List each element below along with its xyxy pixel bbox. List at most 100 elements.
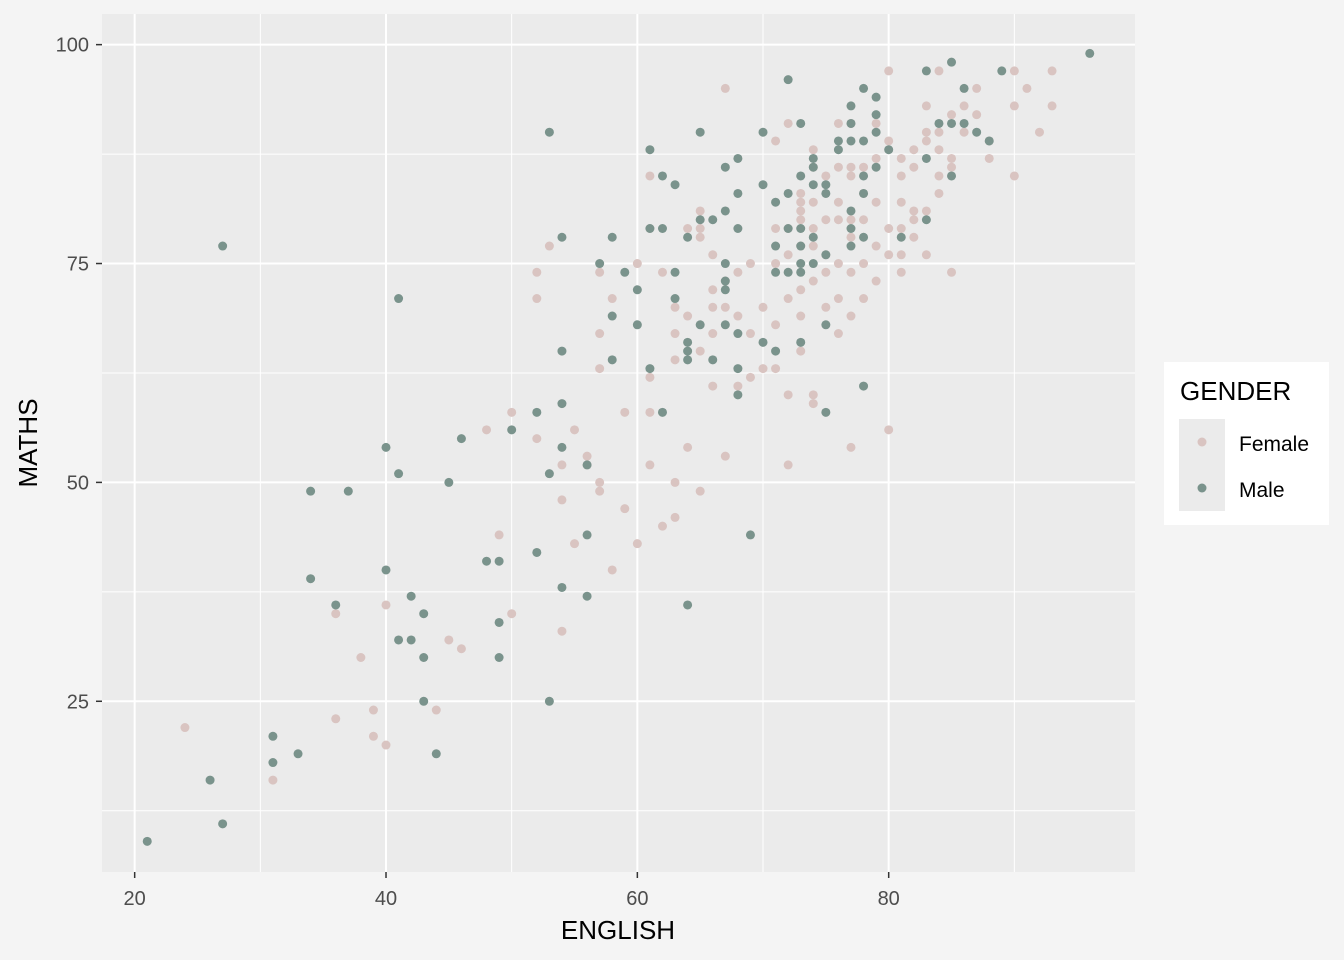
point-female [871,197,881,207]
point-male [557,399,567,409]
point-female [808,399,818,409]
point-female [909,162,919,172]
point-female [1047,101,1057,111]
point-male [683,346,693,356]
point-female [456,644,466,654]
point-female [595,477,605,487]
point-male [947,118,957,128]
point-female [921,250,931,260]
point-female [884,250,894,260]
point-female [494,530,504,540]
point-female [808,241,818,251]
point-male [896,232,906,242]
point-male [783,224,793,233]
point-female [783,294,793,304]
point-male [683,600,693,610]
point-female [570,539,580,549]
data-points [142,48,1095,846]
point-female [683,224,693,233]
point-male [695,320,705,330]
point-female [896,267,906,277]
point-female [921,206,931,216]
point-female [1009,66,1019,76]
point-male [871,92,881,102]
point-female [833,329,843,339]
point-male [947,171,957,181]
point-female [934,66,944,76]
point-male [796,337,806,347]
point-male [544,127,554,137]
point-male [796,224,806,233]
point-male [720,259,730,269]
point-male [821,407,831,417]
point-male [645,145,655,155]
point-female [1009,171,1019,181]
point-male [859,83,869,93]
point-male [394,294,404,304]
point-male [456,434,466,444]
point-female [1047,66,1057,76]
point-female [859,162,869,172]
point-male [871,162,881,172]
point-male [783,188,793,198]
point-male [394,635,404,645]
legend-label-male: Male [1239,479,1285,502]
x-tick-label: 40 [375,888,397,910]
point-male [921,153,931,163]
point-female [733,311,743,321]
point-female [783,250,793,260]
point-male [683,337,693,347]
point-male [959,118,969,128]
point-male [683,355,693,365]
legend-title: GENDER [1180,376,1291,406]
point-male [544,696,554,706]
point-male [934,118,944,128]
point-male [632,285,642,295]
legend-swatch-male [1197,483,1207,493]
point-female [896,171,906,181]
point-female [695,232,705,242]
point-male [947,57,957,67]
legend-label-female: Female [1239,433,1309,456]
point-female [808,276,818,286]
point-male [796,171,806,181]
point-female [771,364,781,374]
point-female [758,302,768,312]
point-female [268,775,278,785]
point-female [582,451,592,461]
point-male [268,758,278,768]
point-male [695,215,705,225]
point-female [909,232,919,242]
point-female [846,267,856,277]
point-female [821,302,831,312]
point-female [934,127,944,137]
legend-swatch-female [1197,437,1207,447]
point-female [708,285,718,295]
point-male [494,653,504,662]
point-male [381,565,391,575]
point-female [884,425,894,435]
point-male [494,556,504,566]
plot-panel [102,14,1135,872]
point-female [921,127,931,137]
point-female [368,731,378,741]
point-male [859,381,869,391]
point-male [771,241,781,251]
point-female [934,145,944,155]
point-male [482,556,492,566]
point-male [821,180,831,190]
point-male [733,329,743,339]
point-female [934,188,944,198]
point-female [833,259,843,269]
point-female [507,609,517,619]
point-female [947,267,957,277]
point-male [218,819,228,829]
point-male [846,118,856,128]
point-male [859,171,869,181]
point-male [846,206,856,216]
x-axis-title: ENGLISH [561,915,675,945]
point-male [771,267,781,277]
point-male [871,127,881,137]
point-female [833,118,843,128]
point-female [808,390,818,400]
